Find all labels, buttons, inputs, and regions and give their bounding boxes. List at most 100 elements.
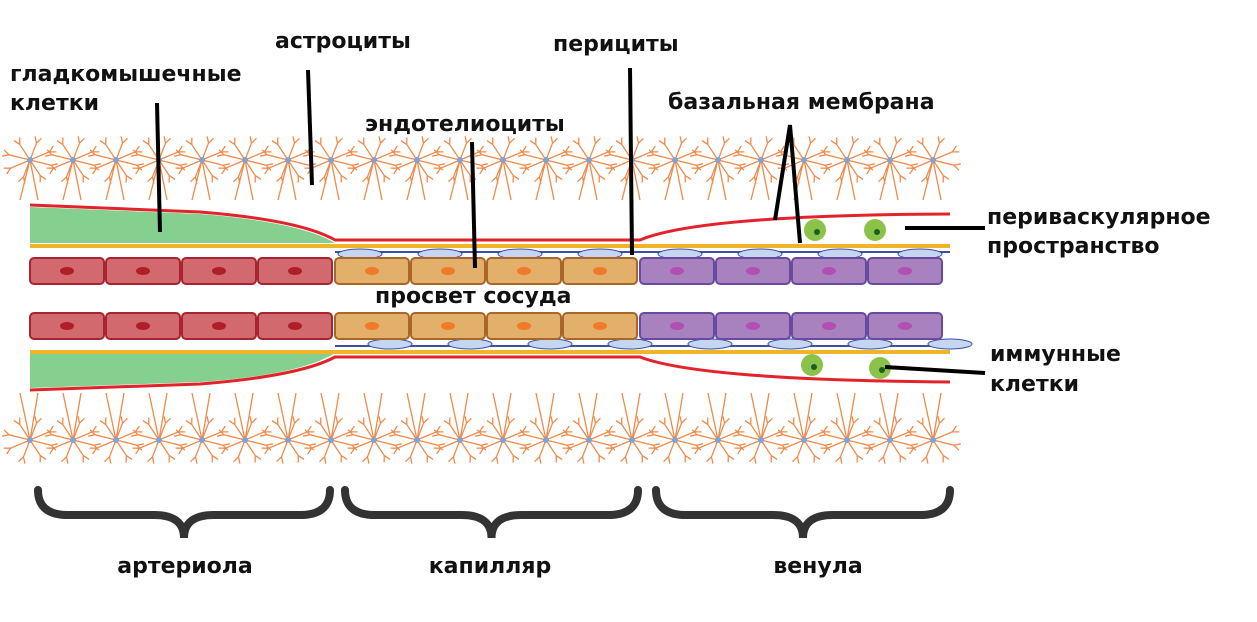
astrocyte-nucleus <box>328 437 334 443</box>
astrocyte-nucleus <box>715 157 721 163</box>
astrocyte-nucleus <box>758 157 764 163</box>
astrocyte <box>259 392 317 464</box>
astrocyte-nucleus <box>199 157 205 163</box>
brace <box>34 486 334 539</box>
cell-nucleus <box>212 322 226 330</box>
pericyte <box>687 338 733 350</box>
astrocyte <box>861 392 919 464</box>
cell-nucleus <box>593 267 607 275</box>
cell-nucleus <box>212 267 226 275</box>
astrocyte-nucleus <box>672 437 678 443</box>
astrocyte <box>732 392 790 464</box>
cell-nucleus <box>365 267 379 275</box>
label: астроциты <box>275 29 411 54</box>
pointer <box>155 102 162 233</box>
astrocyte-nucleus <box>844 437 850 443</box>
astrocyte-nucleus <box>113 437 119 443</box>
astrocyte <box>345 392 403 464</box>
pericyte <box>927 338 973 350</box>
astrocyte <box>302 392 360 464</box>
astrocyte-nucleus <box>457 437 463 443</box>
astrocyte-nucleus <box>801 437 807 443</box>
astrocyte-nucleus <box>586 157 592 163</box>
label: иммунные <box>990 342 1121 367</box>
astrocyte <box>646 392 704 464</box>
cell-nucleus <box>136 322 150 330</box>
pericyte <box>367 338 413 350</box>
astrocyte-nucleus <box>113 157 119 163</box>
immune-nucleus <box>811 364 817 370</box>
astrocyte-nucleus <box>629 437 635 443</box>
astrocyte <box>44 392 102 464</box>
astrocyte <box>431 392 489 464</box>
astrocyte-nucleus <box>371 157 377 163</box>
smooth-muscle <box>30 353 335 388</box>
astrocyte-nucleus <box>70 437 76 443</box>
astrocyte-nucleus <box>586 437 592 443</box>
pericyte <box>527 338 573 350</box>
label: гладкомышечные <box>10 62 242 87</box>
pericyte <box>607 338 653 350</box>
astrocyte <box>216 392 274 464</box>
immune-nucleus <box>814 229 820 235</box>
astrocyte-nucleus <box>801 157 807 163</box>
astrocyte <box>775 392 833 464</box>
cell-nucleus <box>517 322 531 330</box>
astrocyte-nucleus <box>414 437 420 443</box>
cell-nucleus <box>746 267 760 275</box>
astrocyte <box>904 392 962 464</box>
cell-nucleus <box>822 322 836 330</box>
astrocyte-nucleus <box>328 157 334 163</box>
immune-nucleus <box>874 229 880 235</box>
label: базальная мембрана <box>668 90 935 115</box>
astrocyte-nucleus <box>371 437 377 443</box>
astrocyte <box>904 136 962 201</box>
astrocyte-nucleus <box>242 157 248 163</box>
astrocyte-nucleus <box>930 157 936 163</box>
astrocyte-nucleus <box>758 437 764 443</box>
cell-nucleus <box>670 267 684 275</box>
segment-label: артериола <box>117 554 253 579</box>
astrocyte-nucleus <box>242 437 248 443</box>
label: перициты <box>553 32 679 57</box>
label: пространство <box>987 234 1159 259</box>
astrocyte <box>388 392 446 464</box>
astrocyte-nucleus <box>156 437 162 443</box>
pointer <box>628 67 634 256</box>
astrocyte-nucleus <box>543 157 549 163</box>
astrocyte-nucleus <box>500 157 506 163</box>
astrocyte-nucleus <box>70 157 76 163</box>
astrocyte-nucleus <box>672 157 678 163</box>
astrocyte <box>173 392 231 464</box>
cell-nucleus <box>898 267 912 275</box>
cell-nucleus <box>822 267 836 275</box>
astrocyte <box>560 392 618 464</box>
cell-nucleus <box>288 267 302 275</box>
membrane <box>29 203 951 242</box>
astrocyte-nucleus <box>887 157 893 163</box>
label: эндотелиоциты <box>365 112 565 137</box>
immune-nucleus <box>879 367 885 373</box>
astrocyte-nucleus <box>844 157 850 163</box>
cell-nucleus <box>898 322 912 330</box>
pointer <box>470 141 477 269</box>
segment-label: венула <box>773 554 862 579</box>
pericyte <box>767 338 813 350</box>
cell-nucleus <box>136 267 150 275</box>
cell-nucleus <box>60 267 74 275</box>
brace <box>652 486 954 539</box>
label: клетки <box>990 372 1079 397</box>
pericyte <box>447 338 493 350</box>
astrocyte <box>474 392 532 464</box>
pointer <box>884 365 986 375</box>
astrocyte-nucleus <box>715 437 721 443</box>
cell-nucleus <box>441 322 455 330</box>
pointer <box>306 69 314 186</box>
astrocyte-nucleus <box>199 437 205 443</box>
astrocyte-nucleus <box>27 157 33 163</box>
astrocyte-nucleus <box>285 437 291 443</box>
pointer <box>773 124 802 244</box>
brace <box>341 486 642 539</box>
vessel-drawing <box>1 136 973 539</box>
